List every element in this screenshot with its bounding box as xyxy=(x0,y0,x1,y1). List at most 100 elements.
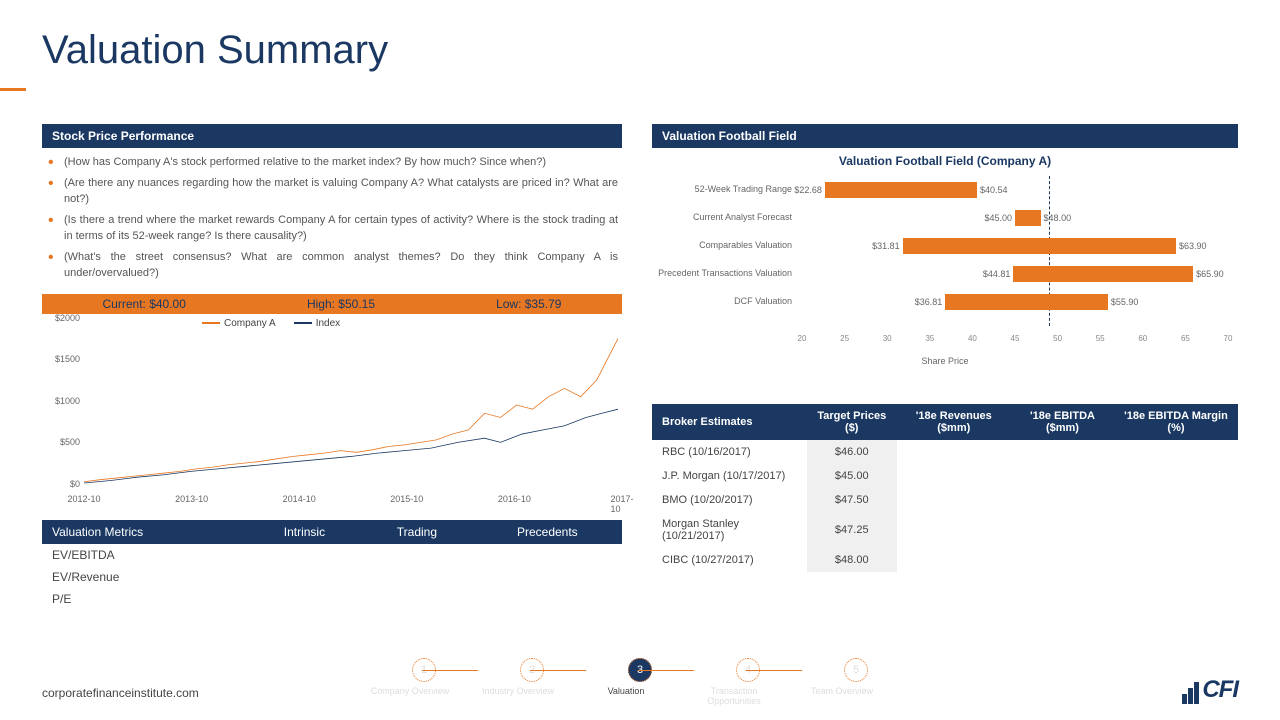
nav-item-2[interactable]: 2Industry Overview xyxy=(506,658,558,706)
ff-low-value: $22.68 xyxy=(794,185,822,195)
ff-bar xyxy=(945,294,1108,310)
ff-row-label: Precedent Transactions Valuation xyxy=(652,268,792,278)
ff-x-tick: 45 xyxy=(1011,334,1020,343)
ff-row-label: Current Analyst Forecast xyxy=(652,212,792,222)
nav-connector xyxy=(530,670,586,671)
ff-x-tick: 60 xyxy=(1138,334,1147,343)
nav-label: Team Overview xyxy=(802,686,882,696)
bullet-item: (Is there a trend where the market rewar… xyxy=(64,212,618,245)
y-tick: $1000 xyxy=(55,396,80,406)
ff-bar xyxy=(1015,210,1041,226)
ff-low-value: $36.81 xyxy=(915,297,943,307)
cfi-logo: CFI xyxy=(1182,676,1238,704)
x-tick: 2012-10 xyxy=(67,494,100,504)
nav-label: Valuation xyxy=(586,686,666,696)
y-tick: $0 xyxy=(70,479,80,489)
nav-label: Industry Overview xyxy=(478,686,558,696)
ff-low-value: $45.00 xyxy=(984,213,1012,223)
y-tick: $2000 xyxy=(55,313,80,323)
ff-row-label: 52-Week Trading Range xyxy=(652,184,792,194)
broker-row: CIBC (10/27/2017)$48.00 xyxy=(652,548,1238,572)
ff-high-value: $40.54 xyxy=(980,185,1008,195)
ff-row-label: Comparables Valuation xyxy=(652,240,792,250)
broker-row: BMO (10/20/2017)$47.50 xyxy=(652,488,1238,512)
ff-low-value: $44.81 xyxy=(983,269,1011,279)
metrics-row: EV/Revenue xyxy=(42,566,622,588)
broker-col-header: '18e Revenues ($mm) xyxy=(897,404,1011,440)
valuation-metrics-table: Valuation MetricsIntrinsicTradingPrecede… xyxy=(42,520,622,610)
nav-item-5[interactable]: 5Team Overview xyxy=(830,658,882,706)
nav-item-1[interactable]: 1Company Overview xyxy=(398,658,450,706)
x-tick: 2013-10 xyxy=(175,494,208,504)
ff-row: Current Analyst Forecast $45.00 $48.00 xyxy=(652,208,1238,228)
x-tick: 2014-10 xyxy=(283,494,316,504)
nav-item-4[interactable]: 4Transaction Opportunities xyxy=(722,658,774,706)
nav-item-3[interactable]: 3Valuation xyxy=(614,658,666,706)
bullet-item: (What's the street consensus? What are c… xyxy=(64,249,618,282)
ff-row: Precedent Transactions Valuation $44.81 $6… xyxy=(652,264,1238,284)
stock-performance-header: Stock Price Performance xyxy=(42,124,622,148)
ff-low-value: $31.81 xyxy=(872,241,900,251)
broker-row: RBC (10/16/2017)$46.00 xyxy=(652,440,1238,464)
page-title: Valuation Summary xyxy=(42,28,388,73)
ff-high-value: $48.00 xyxy=(1044,213,1072,223)
broker-col-header: '18e EBITDA Margin (%) xyxy=(1114,404,1238,440)
ff-x-tick: 55 xyxy=(1096,334,1105,343)
ff-x-tick: 25 xyxy=(840,334,849,343)
current-price: Current: $40.00 xyxy=(103,297,186,311)
ff-high-value: $55.90 xyxy=(1111,297,1139,307)
ff-x-tick: 30 xyxy=(883,334,892,343)
metrics-col-header: Valuation Metrics xyxy=(42,520,248,544)
stock-chart: Company AIndex $0$500$1000$1500$2000 201… xyxy=(42,318,622,508)
football-field-chart: 52-Week Trading Range$22.68 $40.54 Current… xyxy=(652,176,1238,366)
football-field-header: Valuation Football Field xyxy=(652,124,1238,148)
stock-bullets: (How has Company A's stock performed rel… xyxy=(42,148,622,294)
ff-x-tick: 35 xyxy=(925,334,934,343)
nav-label: Transaction Opportunities xyxy=(694,686,774,706)
ff-bar xyxy=(825,182,977,198)
y-tick: $1500 xyxy=(55,354,80,364)
nav-connector xyxy=(422,670,478,671)
broker-row: Morgan Stanley (10/21/2017)$47.25 xyxy=(652,512,1238,548)
broker-col-header: Target Prices ($) xyxy=(807,404,897,440)
nav-connector xyxy=(746,670,802,671)
ff-high-value: $65.90 xyxy=(1196,269,1224,279)
ff-x-tick: 40 xyxy=(968,334,977,343)
ff-x-tick: 20 xyxy=(798,334,807,343)
ff-row-label: DCF Valuation xyxy=(652,296,792,306)
broker-row: J.P. Morgan (10/17/2017)$45.00 xyxy=(652,464,1238,488)
nav-label: Company Overview xyxy=(370,686,450,696)
football-field-title: Valuation Football Field (Company A) xyxy=(652,154,1238,168)
ff-bar xyxy=(903,238,1176,254)
ff-high-value: $63.90 xyxy=(1179,241,1207,251)
x-tick: 2017-10 xyxy=(610,494,633,514)
x-tick: 2015-10 xyxy=(390,494,423,504)
y-tick: $500 xyxy=(60,437,80,447)
high-price: High: $50.15 xyxy=(307,297,375,311)
nav-connector xyxy=(638,670,694,671)
metrics-row: P/E xyxy=(42,588,622,610)
metrics-col-header: Trading xyxy=(361,520,472,544)
bullet-item: (Are there any nuances regarding how the… xyxy=(64,175,618,208)
low-price: Low: $35.79 xyxy=(496,297,561,311)
ff-bar xyxy=(1013,266,1193,282)
ff-x-tick: 50 xyxy=(1053,334,1062,343)
bullet-item: (How has Company A's stock performed rel… xyxy=(64,154,618,171)
metrics-col-header: Intrinsic xyxy=(248,520,362,544)
logo-bars-icon xyxy=(1182,676,1200,704)
ff-row: DCF Valuation $36.81 $55.90 xyxy=(652,292,1238,312)
price-summary-bar: Current: $40.00 High: $50.15 Low: $35.79 xyxy=(42,294,622,314)
ff-row: 52-Week Trading Range$22.68 $40.54 xyxy=(652,180,1238,200)
footer-url: corporatefinanceinstitute.com xyxy=(42,686,199,700)
ff-x-tick: 65 xyxy=(1181,334,1190,343)
metrics-col-header: Precedents xyxy=(473,520,622,544)
x-tick: 2016-10 xyxy=(498,494,531,504)
ff-x-tick: 70 xyxy=(1224,334,1233,343)
ff-row: Comparables Valuation $31.81 $63.90 xyxy=(652,236,1238,256)
title-accent xyxy=(0,88,26,91)
metrics-row: EV/EBITDA xyxy=(42,544,622,566)
broker-estimates-table: Broker EstimatesTarget Prices ($)'18e Re… xyxy=(652,404,1238,572)
broker-col-header: Broker Estimates xyxy=(652,404,807,440)
nav-dot: 5 xyxy=(844,658,868,682)
ff-axis-label: Share Price xyxy=(652,356,1238,366)
